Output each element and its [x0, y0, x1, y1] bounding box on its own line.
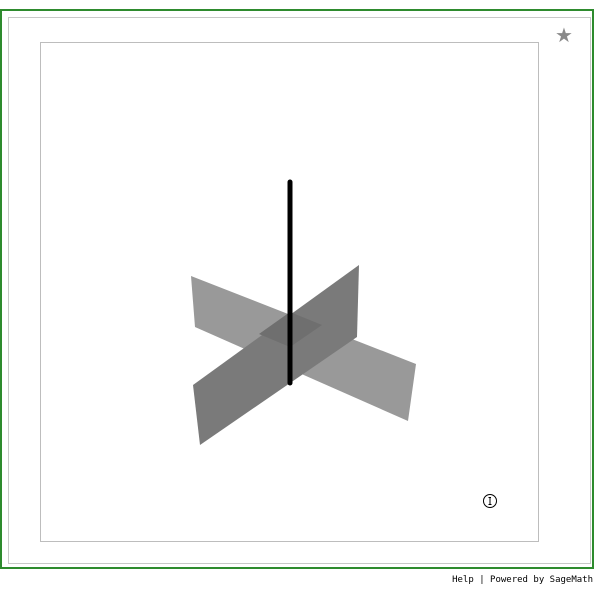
help-link[interactable]: Help: [452, 575, 474, 585]
outer-frame: [0, 9, 594, 569]
inner-frame: [8, 17, 591, 564]
star-icon[interactable]: ★: [553, 23, 575, 47]
star-glyph: ★: [555, 23, 573, 47]
powered-by-link[interactable]: Powered by SageMath: [490, 575, 593, 585]
footer-separator: |: [479, 575, 485, 585]
info-icon[interactable]: [483, 494, 497, 508]
plane-dark: [193, 265, 359, 445]
footer: Help | Powered by SageMath: [452, 575, 593, 585]
